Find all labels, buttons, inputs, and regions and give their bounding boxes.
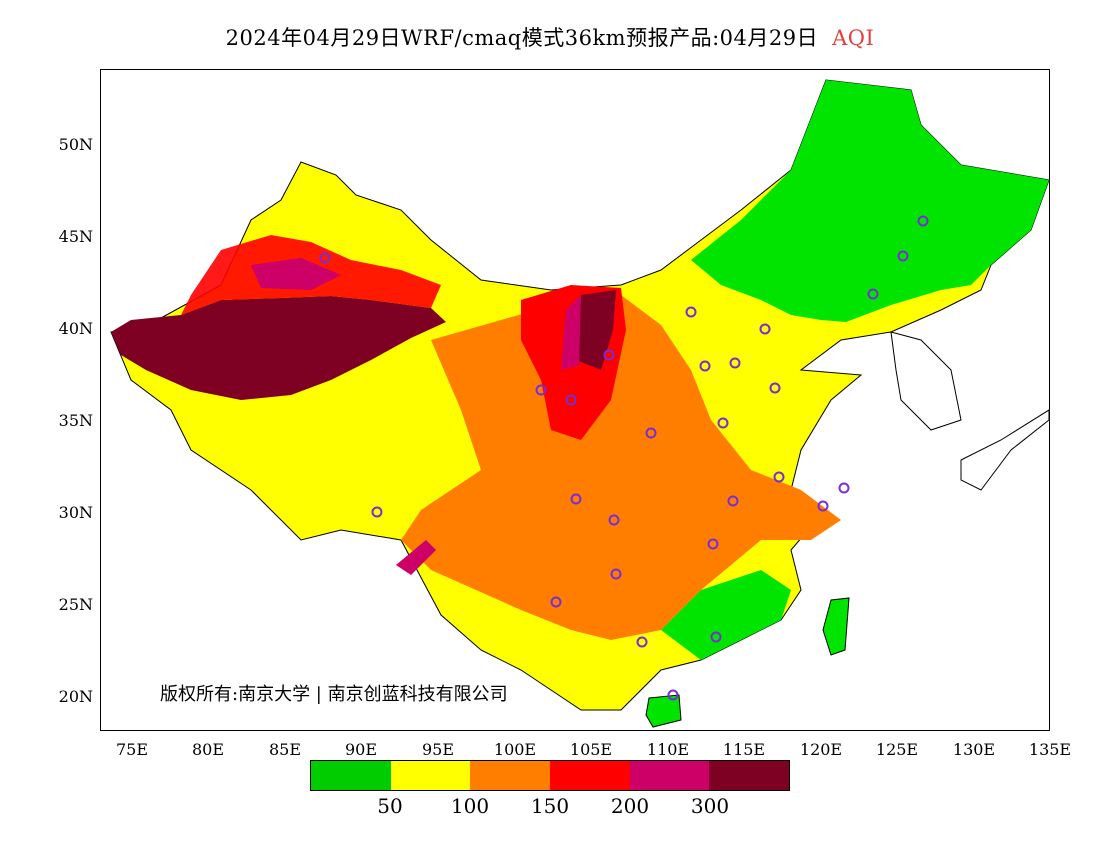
japan-outline: [960, 409, 1049, 491]
aqi-map: [110, 79, 1049, 728]
legend-label: 200: [610, 794, 650, 818]
ordos-dark-zone: [576, 290, 616, 370]
taiwan-island: [822, 597, 850, 656]
station-marker: [707, 538, 719, 550]
x-tick-label: 100E: [493, 740, 537, 759]
x-tick-label: 95E: [421, 740, 455, 759]
legend-label: 300: [690, 794, 730, 818]
legend-label: 100: [450, 794, 490, 818]
y-tick-label: 25N: [58, 595, 93, 614]
station-marker: [636, 636, 648, 648]
x-tick-label: 75E: [115, 740, 149, 759]
x-tick-label: 105E: [569, 740, 613, 759]
map-title: 2024年04月29日WRF/cmaq模式36km预报产品:04月29日 AQI: [0, 22, 1100, 52]
station-marker: [917, 215, 929, 227]
station-marker: [897, 250, 909, 262]
south-green-zone: [661, 570, 791, 660]
korea-outline: [890, 331, 962, 431]
station-marker: [645, 427, 657, 439]
legend-swatch-good: [311, 761, 391, 790]
station-marker: [550, 596, 562, 608]
station-marker: [608, 514, 620, 526]
legend-swatch-moderate: [390, 761, 471, 790]
station-markers: [319, 215, 929, 701]
legend-swatch-heavy: [629, 761, 710, 790]
station-marker: [535, 384, 547, 396]
legend-label: 50: [377, 794, 403, 818]
station-marker: [817, 500, 829, 512]
map-panel[interactable]: [100, 69, 1050, 731]
x-tick-label: 115E: [722, 740, 766, 759]
central-orange-zone: [401, 295, 841, 640]
x-tick-label: 130E: [952, 740, 996, 759]
x-tick-label: 125E: [875, 740, 919, 759]
station-marker: [729, 357, 741, 369]
station-marker: [773, 471, 785, 483]
y-tick-label: 20N: [58, 687, 93, 706]
station-marker: [710, 631, 722, 643]
y-tick-label: 50N: [58, 135, 93, 154]
station-marker: [717, 417, 729, 429]
tarim-dark-zone: [111, 296, 446, 400]
station-marker: [565, 394, 577, 406]
station-marker: [610, 568, 622, 580]
xinjiang-purple-zone: [251, 258, 341, 290]
y-tick-label: 35N: [58, 411, 93, 430]
station-marker: [667, 689, 679, 701]
y-tick-label: 40N: [58, 319, 93, 338]
station-marker: [371, 506, 383, 518]
x-tick-label: 80E: [191, 740, 225, 759]
station-marker: [727, 495, 739, 507]
legend-label: 150: [530, 794, 570, 818]
title-main: 2024年04月29日WRF/cmaq模式36km预报产品:04月29日: [225, 26, 819, 50]
x-tick-label: 120E: [799, 740, 843, 759]
legend-swatch-medium: [550, 761, 630, 790]
x-tick-label: 135E: [1028, 740, 1072, 759]
hainan-island: [645, 694, 682, 728]
y-tick-label: 45N: [58, 227, 93, 246]
northeast-green-zone: [691, 80, 1049, 322]
legend-swatch-light: [470, 761, 551, 790]
legend-swatch-severe: [709, 761, 790, 790]
station-marker: [838, 482, 850, 494]
station-marker: [685, 306, 697, 318]
title-variable: AQI: [832, 26, 875, 50]
x-tick-label: 90E: [344, 740, 378, 759]
station-marker: [699, 360, 711, 372]
x-tick-label: 85E: [268, 740, 302, 759]
station-marker: [759, 323, 771, 335]
y-tick-label: 30N: [58, 503, 93, 522]
station-marker: [769, 382, 781, 394]
station-marker: [319, 252, 331, 264]
station-marker: [603, 349, 615, 361]
ordos-purple-zone: [561, 295, 581, 370]
station-marker: [570, 493, 582, 505]
tibet-red-spot: [396, 540, 436, 575]
x-tick-label: 110E: [646, 740, 690, 759]
station-marker: [867, 288, 879, 300]
aqi-legend-bar: [310, 760, 790, 791]
copyright-text: 版权所有:南京大学 | 南京创蓝科技有限公司: [160, 684, 508, 705]
